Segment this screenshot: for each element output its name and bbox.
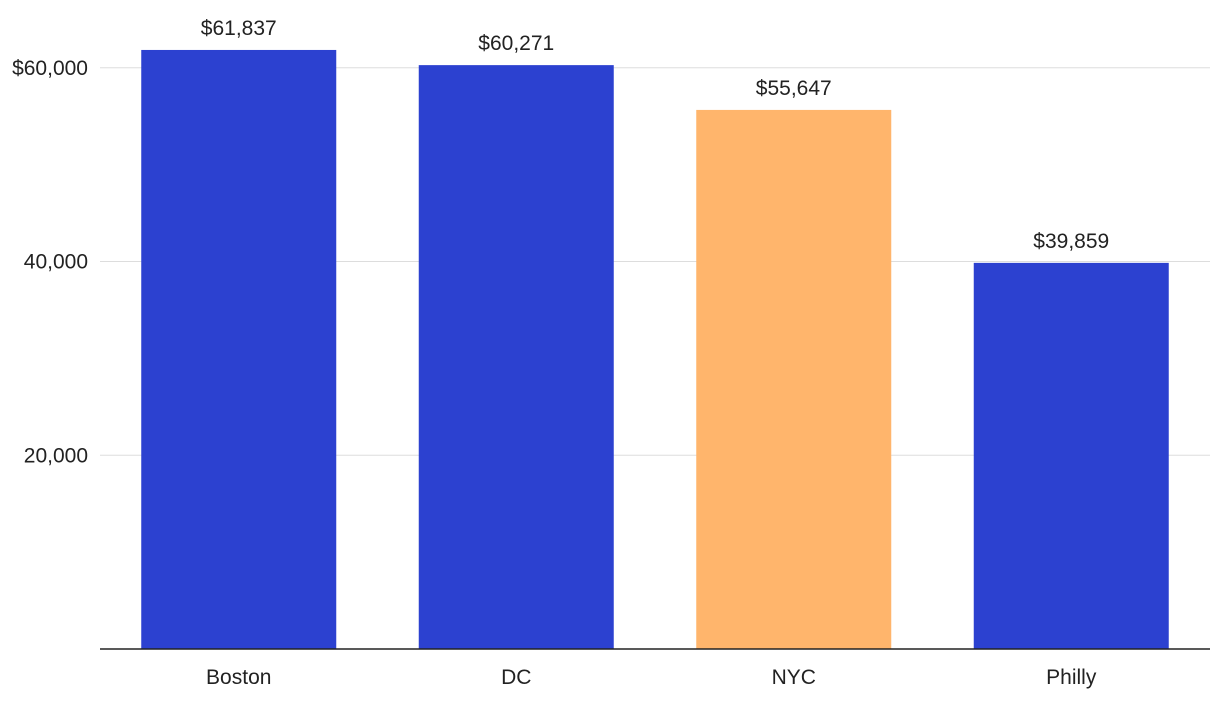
bar-dc [418,65,614,649]
data-label-dc: $60,271 [478,32,554,55]
bar-philly [973,262,1169,649]
x-tick-label-dc: DC [501,666,531,689]
y-tick-label: 40,000 [24,251,88,274]
x-tick-label-philly: Philly [1046,666,1097,689]
data-label-boston: $61,837 [201,17,277,40]
x-tick-label-boston: Boston [206,666,271,689]
bar-boston [141,49,337,650]
x-axis-categories: Boston DC NYC Philly [206,666,1097,689]
data-labels: $61,837 $60,271 $55,647 $39,859 [201,17,1109,253]
data-label-philly: $39,859 [1033,230,1109,253]
data-label-nyc: $55,647 [756,77,832,100]
y-tick-label: $60,000 [12,57,88,80]
x-tick-label-nyc: NYC [772,666,816,689]
y-axis-ticks: 20,000 40,000 $60,000 [12,57,88,468]
bar-nyc [696,109,892,650]
bars [141,49,1169,650]
y-tick-label: 20,000 [24,444,88,467]
